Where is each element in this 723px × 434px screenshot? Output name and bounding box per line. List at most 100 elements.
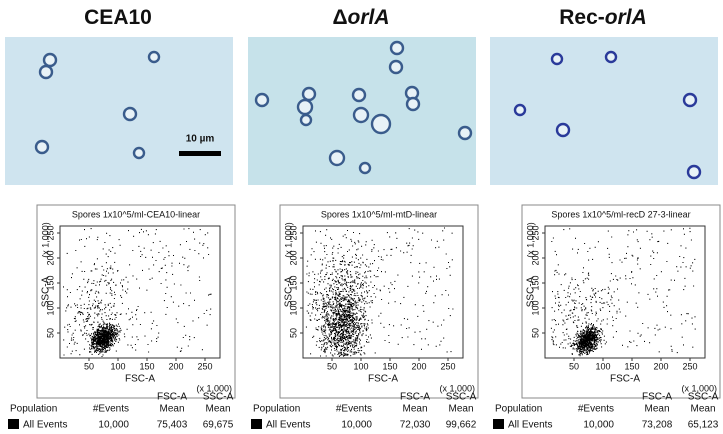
title-part: orlA [605,6,647,29]
y-tick-label: 200 [45,250,55,265]
table-header: Population [495,404,542,415]
y-tick-label: 150 [288,275,298,290]
spore [682,92,698,108]
table-cell: All Events [266,420,310,431]
x-tick-label: 100 [353,361,368,371]
spore [38,64,54,80]
spore [686,164,702,180]
x-tick-label: 100 [110,361,125,371]
table-header: #Events [336,404,372,415]
y-axis-label: SSC-A [41,276,52,307]
table-header: Mean [690,404,715,415]
table-cell: 10,000 [583,420,614,431]
y-tick-label: 100 [288,300,298,315]
spore [122,106,138,122]
y-tick-label: 100 [530,300,540,315]
table-header: FSC-A [642,392,672,403]
plot-title: Spores 1x10^5/ml-CEA10-linear [72,209,200,219]
spore [351,87,367,103]
x-tick-label: 250 [197,361,212,371]
spore [34,139,50,155]
y-tick-label: 50 [288,328,298,338]
plot-box [521,204,721,399]
spore [370,113,392,135]
table-header: Mean [402,404,427,415]
x-tick-label: 100 [595,361,610,371]
x-axis-unit: (x 1,000) [196,383,232,393]
spore [296,98,314,116]
y-axis-unit: (x 1,000) [40,222,50,258]
y-tick-label: 150 [530,275,540,290]
table-header: #Events [93,404,129,415]
y-tick-label: 250 [530,225,540,240]
x-tick-label: 150 [139,361,154,371]
x-axis-unit: (x 1,000) [439,383,475,393]
table-header: Mean [205,404,230,415]
y-axis-label: SSC-A [284,276,295,307]
y-tick-label: 200 [288,250,298,265]
table-header: SSC-A [203,392,234,403]
spore [42,52,58,68]
table-cell: 10,000 [98,420,129,431]
spore [358,161,372,175]
spore [301,86,317,102]
y-tick-label: 250 [288,225,298,240]
table-cell: 75,403 [157,420,188,431]
spore [299,113,313,127]
panel-title: Rec-orlA [559,6,647,29]
plot-frame [544,225,706,359]
micrograph [490,37,718,185]
table-header: FSC-A [157,392,187,403]
plot-title: Spores 1x10^5/ml-recD 27-3-linear [551,209,690,219]
y-tick-label: 50 [530,328,540,338]
y-axis-unit: (x 1,000) [525,222,535,258]
x-tick-label: 50 [569,361,579,371]
scatter-events [63,228,212,358]
table-cell: All Events [508,420,552,431]
x-tick-label: 50 [84,361,94,371]
spore [513,103,527,117]
table-header: #Events [578,404,614,415]
y-tick-label: 150 [45,275,55,290]
population-swatch [493,419,504,429]
table-header: SSC-A [688,392,719,403]
title-part: Rec- [559,6,605,29]
y-tick-label: 250 [45,225,55,240]
table-header: FSC-A [400,392,430,403]
plot-title: Spores 1x10^5/ml-mtD-linear [321,209,437,219]
x-tick-label: 200 [411,361,426,371]
x-axis-label: FSC-A [368,374,398,385]
y-axis-label: SSC-A [526,276,537,307]
x-axis-unit: (x 1,000) [681,383,717,393]
spore [147,50,161,64]
y-tick-label: 50 [45,328,55,338]
x-axis-label: FSC-A [610,374,640,385]
spore [328,149,346,167]
x-tick-label: 200 [653,361,668,371]
title-part: orlA [348,6,390,29]
y-tick-label: 200 [530,250,540,265]
y-tick-label: 100 [45,300,55,315]
table-cell: 99,662 [446,420,477,431]
spore [550,52,564,66]
table-cell: 65,123 [688,420,719,431]
plot-frame [59,225,221,359]
x-tick-label: 200 [168,361,183,371]
scatter-events [305,227,454,357]
spore [457,125,473,141]
table-header: Mean [644,404,669,415]
table-cell: 73,208 [642,420,673,431]
table-cell: 10,000 [341,420,372,431]
scale-bar-label: 10 µm [186,134,215,145]
table-header: Population [10,404,57,415]
micrograph [5,37,233,185]
spore [604,50,618,64]
spore [555,122,571,138]
population-swatch [251,419,262,429]
population-swatch [8,419,19,429]
title-part: Δ [332,6,347,29]
scatter-events [550,227,696,357]
table-header: Mean [159,404,184,415]
x-tick-label: 50 [327,361,337,371]
y-axis-unit: (x 1,000) [283,222,293,258]
